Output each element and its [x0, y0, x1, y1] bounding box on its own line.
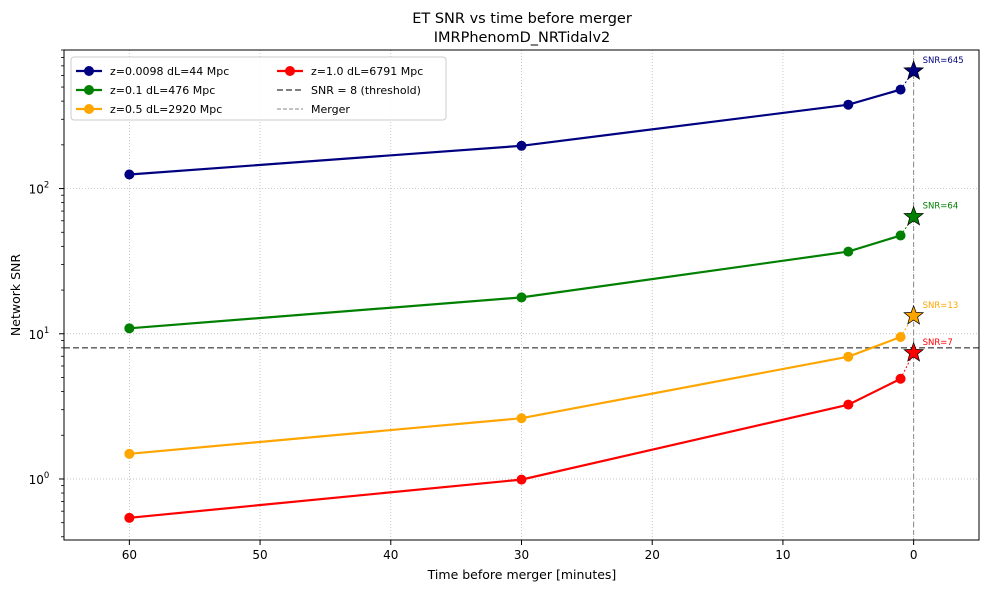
- legend: z=0.0098 dL=44 Mpc z=0.1 dL=476 Mpc z=0.5 …: [70, 56, 447, 121]
- x-tick-label: 40: [383, 548, 398, 562]
- x-tick-label: 50: [252, 548, 267, 562]
- chart-title: ET SNR vs time before merger: [412, 11, 632, 27]
- data-point: [516, 413, 527, 424]
- series-layer: [124, 70, 915, 523]
- legend-swatch-marker: [84, 85, 94, 95]
- x-tick-label: 0: [910, 548, 918, 562]
- data-point: [124, 169, 135, 180]
- series-line: [129, 335, 901, 455]
- data-point: [516, 474, 527, 485]
- merger-star-marker: [903, 59, 925, 80]
- x-axis-label: Time before merger [minutes]: [427, 567, 617, 582]
- x-tick-label: 20: [645, 548, 660, 562]
- snr-annotation: SNR=13: [923, 301, 959, 311]
- data-point: [124, 448, 135, 459]
- snr-annotation: SNR=64: [923, 202, 959, 212]
- merger-star-marker: [903, 205, 925, 226]
- series-line: [129, 377, 902, 519]
- x-tick-label: 60: [122, 548, 137, 562]
- legend-swatch-marker: [84, 104, 94, 114]
- x-tick-label: 30: [514, 548, 529, 562]
- legend-label: z=0.0098 dL=44 Mpc: [110, 65, 229, 78]
- snr-annotation: SNR=7: [923, 338, 953, 348]
- y-tick-label: 101: [29, 326, 50, 342]
- legend-label: z=1.0 dL=6791 Mpc: [311, 65, 423, 78]
- legend-swatch-marker: [285, 66, 295, 76]
- chart-subtitle: IMRPhenomD_NRTidalv2: [434, 30, 611, 46]
- series-line: [129, 234, 901, 330]
- data-point: [843, 351, 854, 362]
- legend-label: Merger: [311, 103, 350, 116]
- data-point: [843, 99, 854, 110]
- snr-annotation: SNR=645: [923, 56, 964, 66]
- series-line: [129, 88, 901, 176]
- data-point: [516, 292, 527, 303]
- legend-label: SNR = 8 (threshold): [311, 84, 421, 97]
- data-point: [124, 323, 135, 334]
- data-point: [124, 512, 135, 523]
- threshold-layer: [64, 50, 979, 540]
- x-axis-ticks: 60 50 40 30 20 10 0: [122, 540, 918, 562]
- snr-annotations: SNR=645 SNR=64 SNR=13 SNR=7: [923, 56, 964, 348]
- data-point: [843, 246, 854, 257]
- y-axis-label: Network SNR: [8, 254, 23, 336]
- merger-star-marker: [903, 304, 925, 325]
- y-tick-label: 100: [29, 471, 50, 487]
- data-point: [516, 140, 527, 151]
- data-point: [843, 399, 854, 410]
- legend-box: [70, 56, 447, 121]
- legend-label: z=0.1 dL=476 Mpc: [110, 84, 215, 97]
- legend-swatch-marker: [84, 66, 94, 76]
- x-tick-label: 10: [775, 548, 790, 562]
- legend-label: z=0.5 dL=2920 Mpc: [110, 103, 222, 116]
- y-tick-label: 102: [29, 181, 50, 197]
- merger-markers: [903, 59, 925, 362]
- merger-star-marker: [903, 341, 925, 362]
- y-axis-ticks: 100 101 102: [29, 49, 64, 538]
